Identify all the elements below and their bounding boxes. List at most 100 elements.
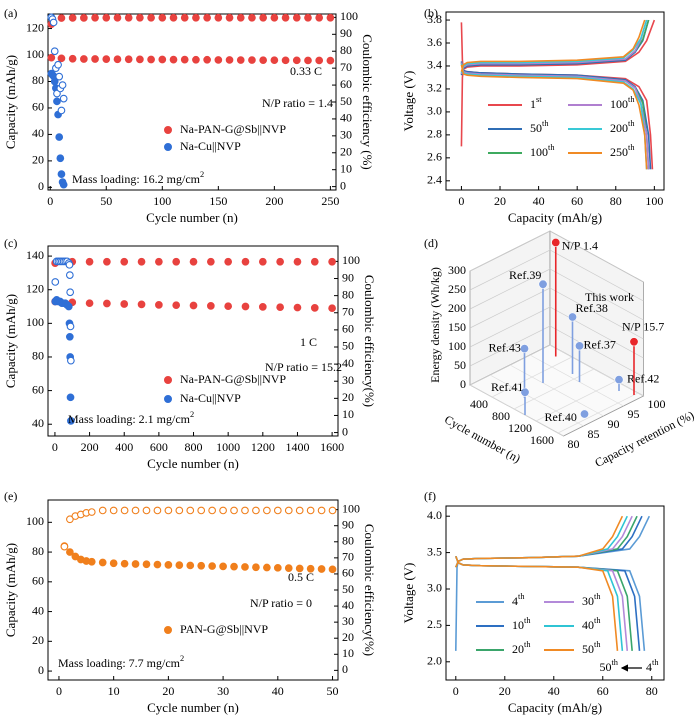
data-point: [66, 288, 75, 297]
y-tick-label: 80: [32, 73, 44, 87]
x-tick-label: 30: [217, 684, 229, 698]
data-point: [248, 13, 256, 22]
y2-axis-title: Coulombic efficiency(%): [362, 275, 377, 407]
data-point: [66, 322, 75, 331]
plot-frame: [47, 245, 339, 437]
point-label: Ref.41: [491, 380, 523, 394]
data-point: [153, 506, 162, 515]
x-tick-label: 40: [533, 194, 545, 208]
x-tick-label: 200: [265, 194, 283, 208]
x-tick-label: 0: [52, 440, 58, 454]
data-point: [51, 278, 60, 286]
grid-line: [469, 230, 644, 283]
annotation: 4th: [646, 658, 659, 673]
text-part: 1: [530, 97, 536, 111]
z-tick-label: 250: [448, 282, 466, 296]
z-tick-label: 100: [448, 339, 466, 353]
data-point: [281, 56, 290, 65]
x-tick-label: 20: [162, 684, 174, 698]
data-point: [180, 55, 189, 64]
data-point: [58, 81, 67, 89]
data-point: [147, 55, 155, 64]
data-point: [273, 563, 282, 572]
y-tick-label: 90: [608, 417, 620, 431]
legend-marker: [164, 143, 172, 151]
data-point: [55, 72, 64, 81]
data-point: [91, 55, 99, 63]
y2-tick-label: 100: [340, 9, 358, 23]
data-point: [180, 13, 189, 22]
legend-marker: [164, 376, 172, 384]
x-tick-label: 1600: [530, 433, 554, 447]
data-point: [328, 565, 337, 574]
legend-label: Na-Cu||NVP: [180, 391, 241, 405]
data-point: [80, 14, 88, 22]
text-part: Mass loading: 7.7 mg/cm: [58, 656, 181, 670]
legend-label: 200th: [610, 119, 635, 134]
superscript: th: [548, 143, 555, 152]
x-tick-label: 1200: [251, 440, 275, 454]
data-point: [98, 558, 107, 567]
x-tick-label: 100: [153, 194, 171, 208]
data-point: [567, 312, 577, 322]
data-point: [259, 13, 268, 22]
panel-label: (f): [424, 489, 436, 503]
y-tick-label: 20: [32, 633, 44, 647]
text-part: Mass loading: 2.1 mg/cm: [68, 412, 191, 426]
x-tick-label: 1000: [216, 440, 240, 454]
y-tick-label: 2.0: [427, 654, 442, 668]
superscript: th: [628, 119, 635, 128]
z-tick-label: 50: [454, 358, 466, 372]
y2-tick-label: 10: [342, 646, 354, 660]
plot-frame: [445, 505, 665, 681]
y2-tick-label: 90: [342, 517, 354, 531]
data-point: [109, 506, 118, 515]
panel-label: (b): [424, 6, 438, 20]
x-axis-title: Cycle number (n): [147, 700, 239, 715]
data-point: [142, 560, 151, 569]
data-point: [241, 563, 249, 571]
data-point: [315, 13, 324, 22]
data-point: [273, 506, 282, 515]
y-axis-title: Capacity (mAh/g): [3, 543, 18, 637]
superscript: th: [524, 640, 531, 649]
y-tick-label: 80: [32, 544, 44, 558]
text-part: 30: [582, 594, 594, 608]
data-point: [203, 13, 211, 22]
y-tick-label: 4.0: [427, 508, 442, 522]
y-axis-title: Voltage (V): [401, 563, 416, 624]
data-point: [59, 180, 68, 189]
annotation: 0.33 C: [290, 64, 322, 78]
data-point: [306, 564, 315, 573]
data-point: [284, 506, 293, 515]
superscript: th: [611, 658, 618, 667]
y2-tick-label: 10: [340, 161, 352, 175]
y2-tick-label: 80: [340, 43, 352, 57]
data-point: [113, 13, 122, 22]
data-point: [87, 508, 96, 516]
x-axis-title: Capacity (mAh/g): [508, 700, 602, 715]
text-part: 100: [530, 145, 548, 159]
data-point: [169, 13, 178, 22]
y2-tick-label: 100: [342, 253, 360, 267]
z-tick-label: 0: [460, 377, 466, 391]
legend-marker: [164, 126, 172, 134]
data-point: [315, 56, 324, 65]
data-point: [310, 257, 319, 266]
legend-label: 20th: [512, 640, 531, 655]
data-point: [67, 417, 75, 425]
data-point: [206, 257, 215, 266]
data-point: [136, 55, 144, 64]
data-point: [120, 506, 129, 515]
y-tick-label: 3.0: [427, 581, 442, 595]
x-tick-label: 40: [548, 684, 560, 698]
y-tick-label: 100: [26, 514, 44, 528]
superscript: th: [628, 143, 635, 152]
data-point: [520, 387, 530, 397]
legend-label: 40th: [582, 616, 601, 631]
curve: [460, 19, 648, 170]
y2-tick-label: 0: [340, 178, 346, 192]
x-tick-label: 400: [470, 397, 488, 411]
data-point: [113, 55, 122, 64]
data-point: [241, 506, 249, 515]
